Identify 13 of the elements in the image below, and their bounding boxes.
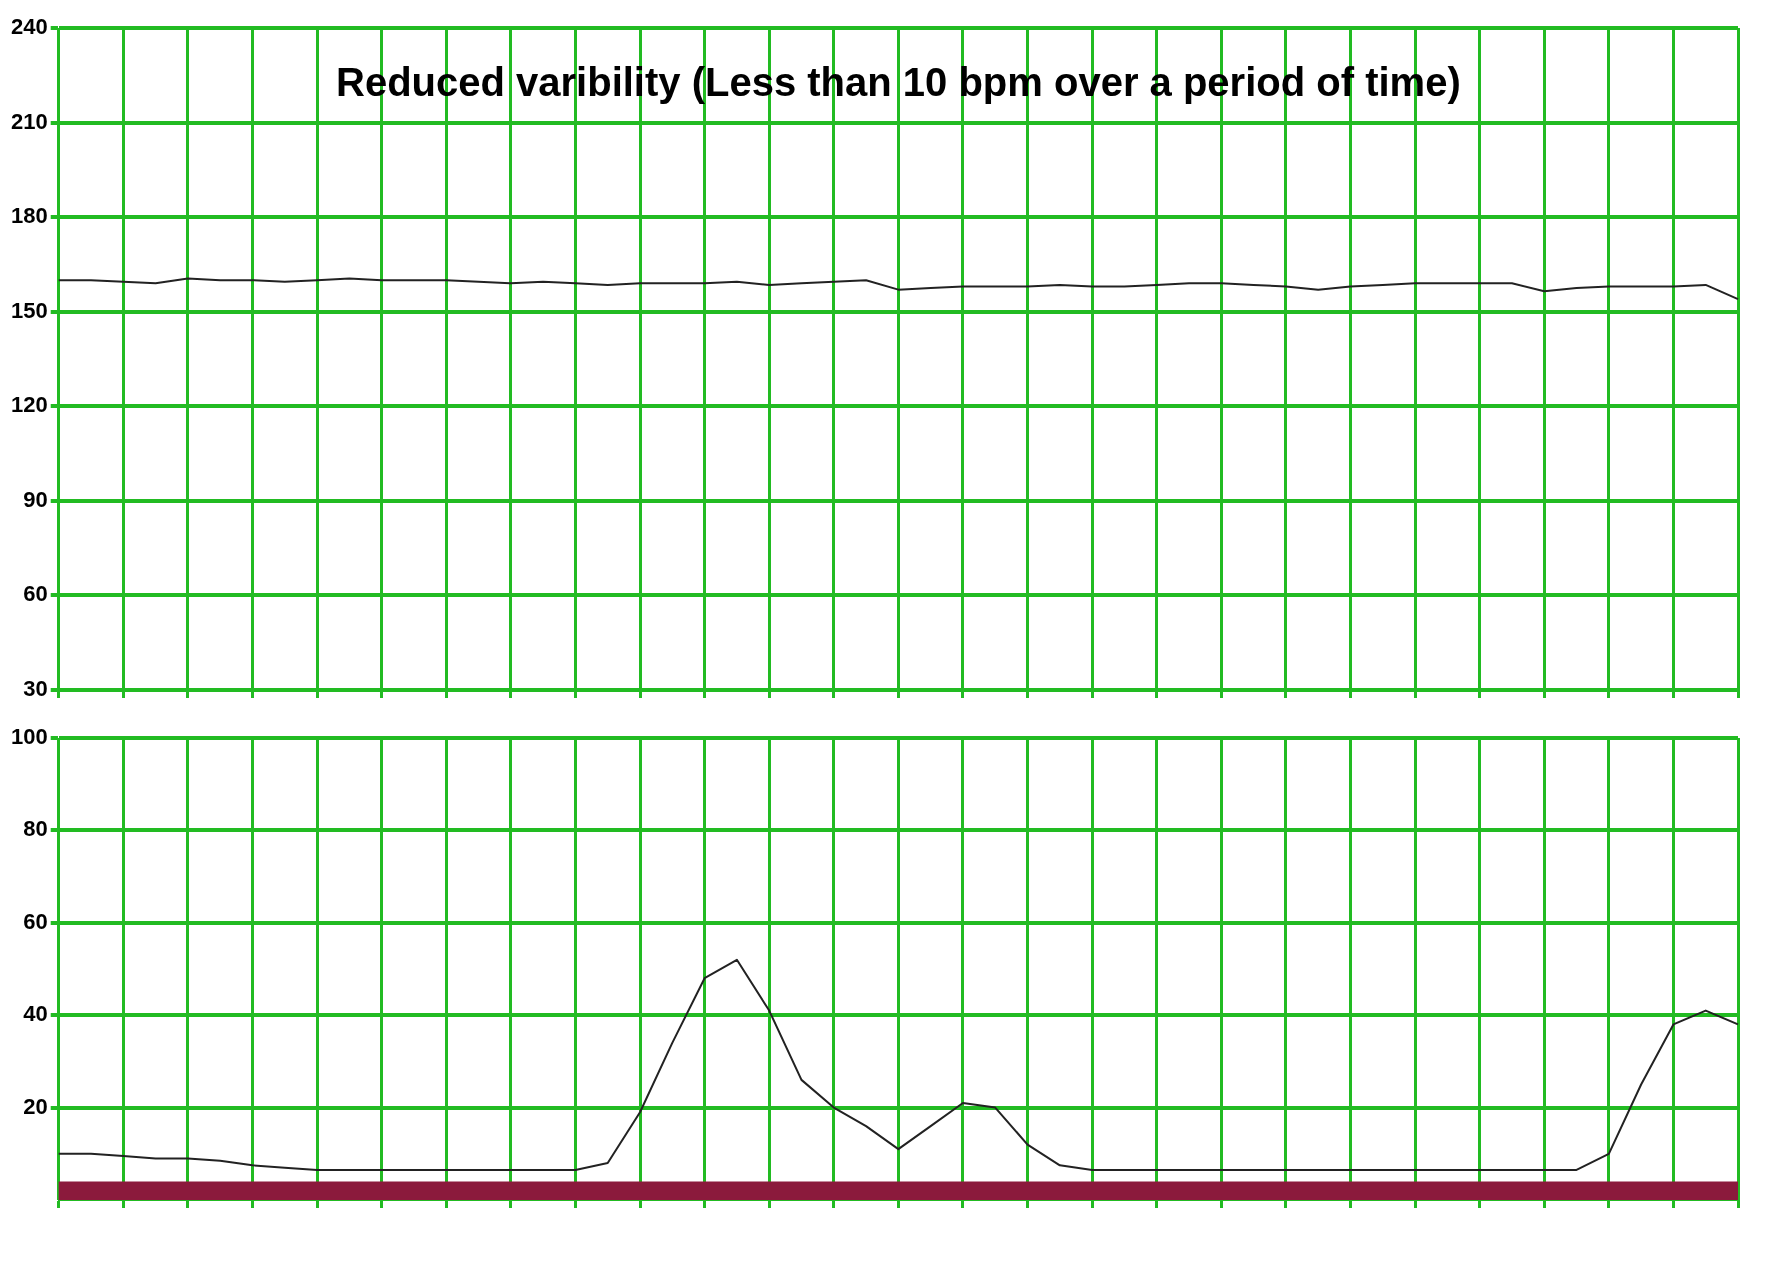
- y-tick-label: 150: [10, 297, 48, 323]
- y-tick-label: 80: [23, 816, 48, 842]
- y-tick-label: 60: [23, 908, 48, 934]
- y-tick-label: 100: [10, 724, 48, 750]
- y-tick-label: 40: [23, 1001, 48, 1027]
- y-tick-label: 20: [23, 1093, 48, 1119]
- y-tick-label: 180: [10, 203, 48, 229]
- y-tick-label: 120: [10, 392, 48, 418]
- y-tick-label: 240: [10, 14, 48, 40]
- y-tick-label: 90: [23, 486, 48, 512]
- y-tick-label: 60: [23, 581, 48, 607]
- y-tick-label: 210: [10, 108, 48, 134]
- y-tick-label: 30: [23, 676, 48, 702]
